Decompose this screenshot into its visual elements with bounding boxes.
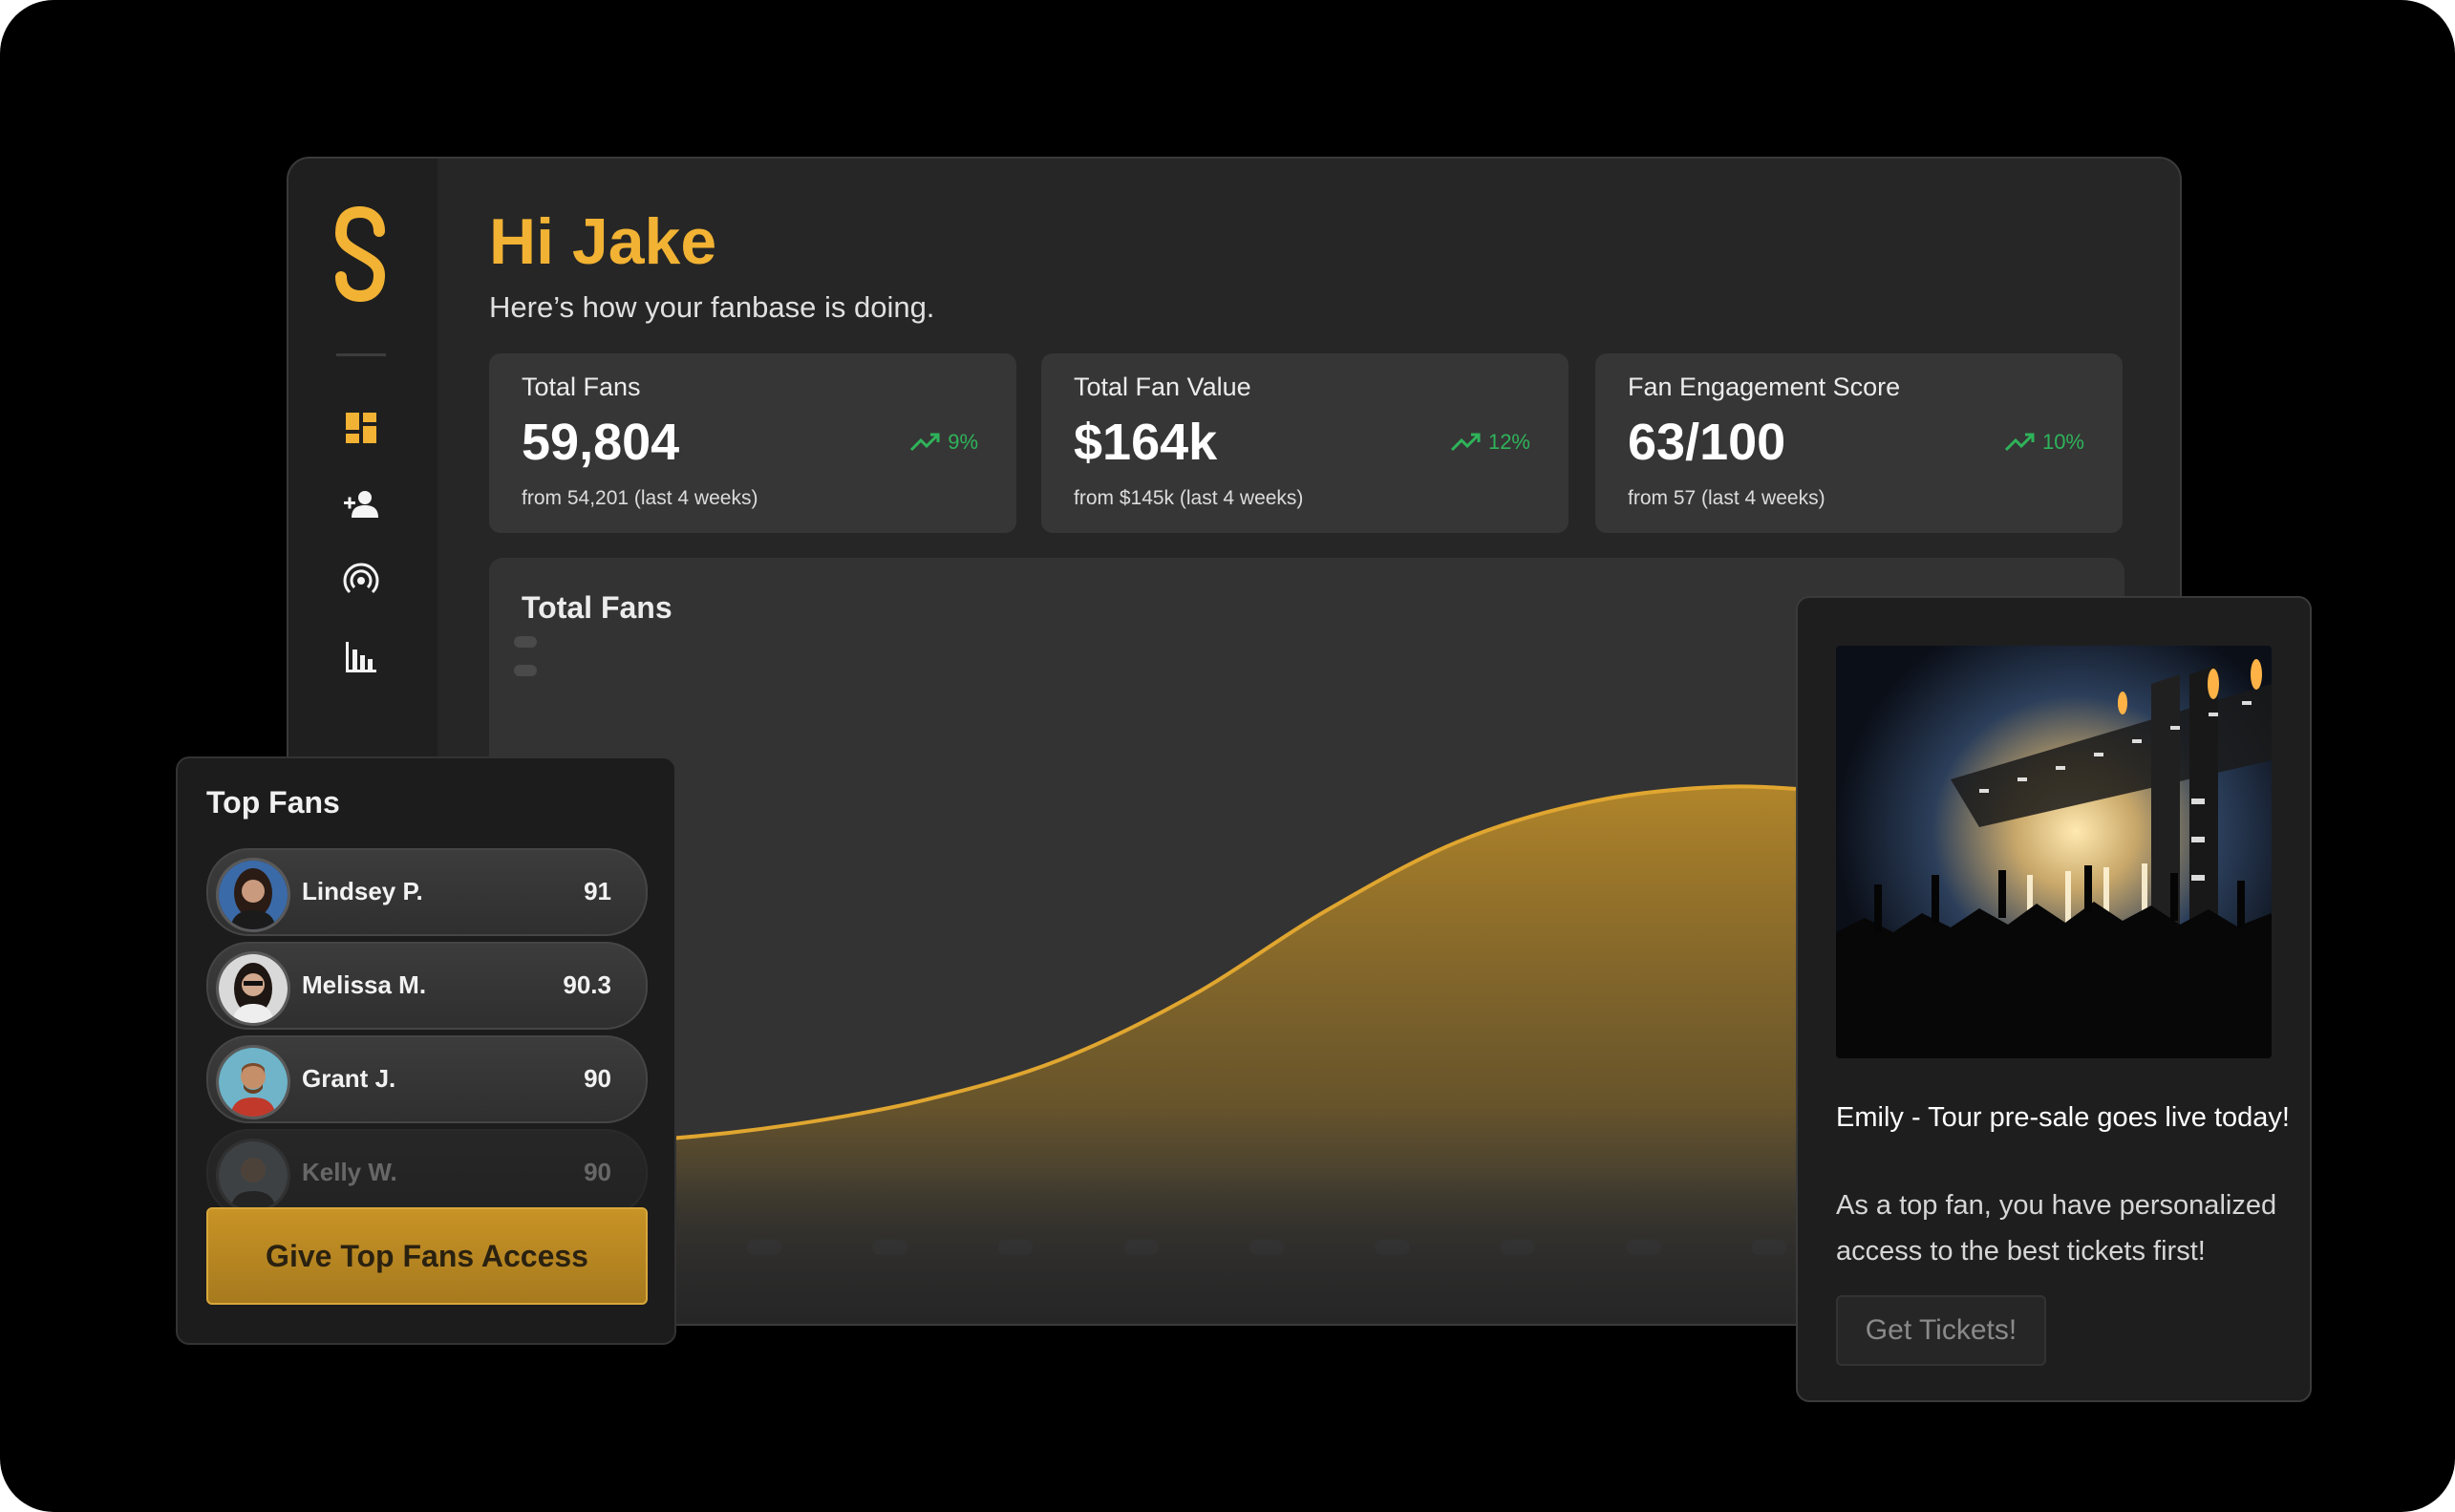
get-tickets-button[interactable]: Get Tickets! xyxy=(1836,1295,2046,1366)
fan-score: 90.3 xyxy=(563,970,611,999)
trend-up-icon xyxy=(1450,433,1481,452)
stat-change-value: 9% xyxy=(948,430,978,454)
fan-row[interactable]: Melissa M. 90.3 xyxy=(206,942,648,1030)
stat-card-total-fans: Total Fans 59,804 9% from 54,201 (last 4… xyxy=(489,353,1016,533)
fan-score: 90 xyxy=(584,1158,611,1186)
fan-name: Lindsey P. xyxy=(302,877,423,905)
sidebar-divider xyxy=(336,353,386,356)
top-fans-card: Top Fans Lindsey P. 91 Melissa M. 90.3 G… xyxy=(176,756,676,1345)
promo-headline: Emily - Tour pre-sale goes live today! xyxy=(1836,1102,2290,1133)
stat-card-total-fan-value: Total Fan Value $164k 12% from $145k (la… xyxy=(1041,353,1569,533)
stat-change: 10% xyxy=(2004,430,2084,455)
avatar xyxy=(216,951,290,1026)
y-tick-placeholder xyxy=(514,665,537,676)
stat-change-value: 12% xyxy=(1487,430,1530,454)
avatar xyxy=(216,1045,290,1119)
promo-card: Emily - Tour pre-sale goes live today! A… xyxy=(1796,596,2312,1402)
y-tick-placeholder xyxy=(514,636,537,648)
fan-name: Kelly W. xyxy=(302,1158,397,1186)
avatar xyxy=(216,1139,290,1213)
stat-change: 12% xyxy=(1450,430,1530,455)
stat-from: from 57 (last 4 weeks) xyxy=(1628,487,1825,509)
fan-row[interactable]: Grant J. 90 xyxy=(206,1035,648,1123)
stat-change: 9% xyxy=(909,430,978,455)
fan-row[interactable]: Kelly W. 90 xyxy=(206,1129,648,1217)
fan-row[interactable]: Lindsey P. 91 xyxy=(206,848,648,936)
greeting-subtitle: Here’s how your fanbase is doing. xyxy=(489,290,935,324)
bar-chart-icon[interactable] xyxy=(342,638,380,676)
stat-value: 59,804 xyxy=(522,414,680,471)
fan-score: 91 xyxy=(584,877,611,905)
avatar xyxy=(216,858,290,932)
broadcast-icon[interactable] xyxy=(342,562,380,600)
stat-label: Total Fans xyxy=(522,373,641,401)
give-top-fans-access-button[interactable]: Give Top Fans Access xyxy=(206,1207,648,1305)
top-fans-title: Top Fans xyxy=(206,785,340,820)
stat-change-value: 10% xyxy=(2041,430,2084,454)
y-axis-ticks xyxy=(514,636,537,676)
stat-from: from $145k (last 4 weeks) xyxy=(1074,487,1304,509)
logo-icon[interactable] xyxy=(333,206,387,302)
stat-label: Total Fan Value xyxy=(1074,373,1251,401)
dashboard-icon[interactable] xyxy=(342,409,380,447)
stat-value: $164k xyxy=(1074,414,1218,471)
promo-body: As a top fan, you have personalized acce… xyxy=(1836,1190,2277,1267)
greeting-title: Hi Jake xyxy=(489,205,717,278)
stat-from: from 54,201 (last 4 weeks) xyxy=(522,487,758,509)
concert-image xyxy=(1836,646,2272,1058)
trend-up-icon xyxy=(910,433,940,452)
stat-label: Fan Engagement Score xyxy=(1628,373,1901,401)
chart-title: Total Fans xyxy=(522,590,672,625)
fan-name: Melissa M. xyxy=(302,970,427,999)
trend-up-icon xyxy=(2004,433,2035,452)
fan-name: Grant J. xyxy=(302,1064,396,1093)
stat-card-engagement-score: Fan Engagement Score 63/100 10% from 57 … xyxy=(1595,353,2123,533)
fan-score: 90 xyxy=(584,1064,611,1093)
stat-value: 63/100 xyxy=(1628,414,1786,471)
add-user-icon[interactable] xyxy=(342,485,380,523)
